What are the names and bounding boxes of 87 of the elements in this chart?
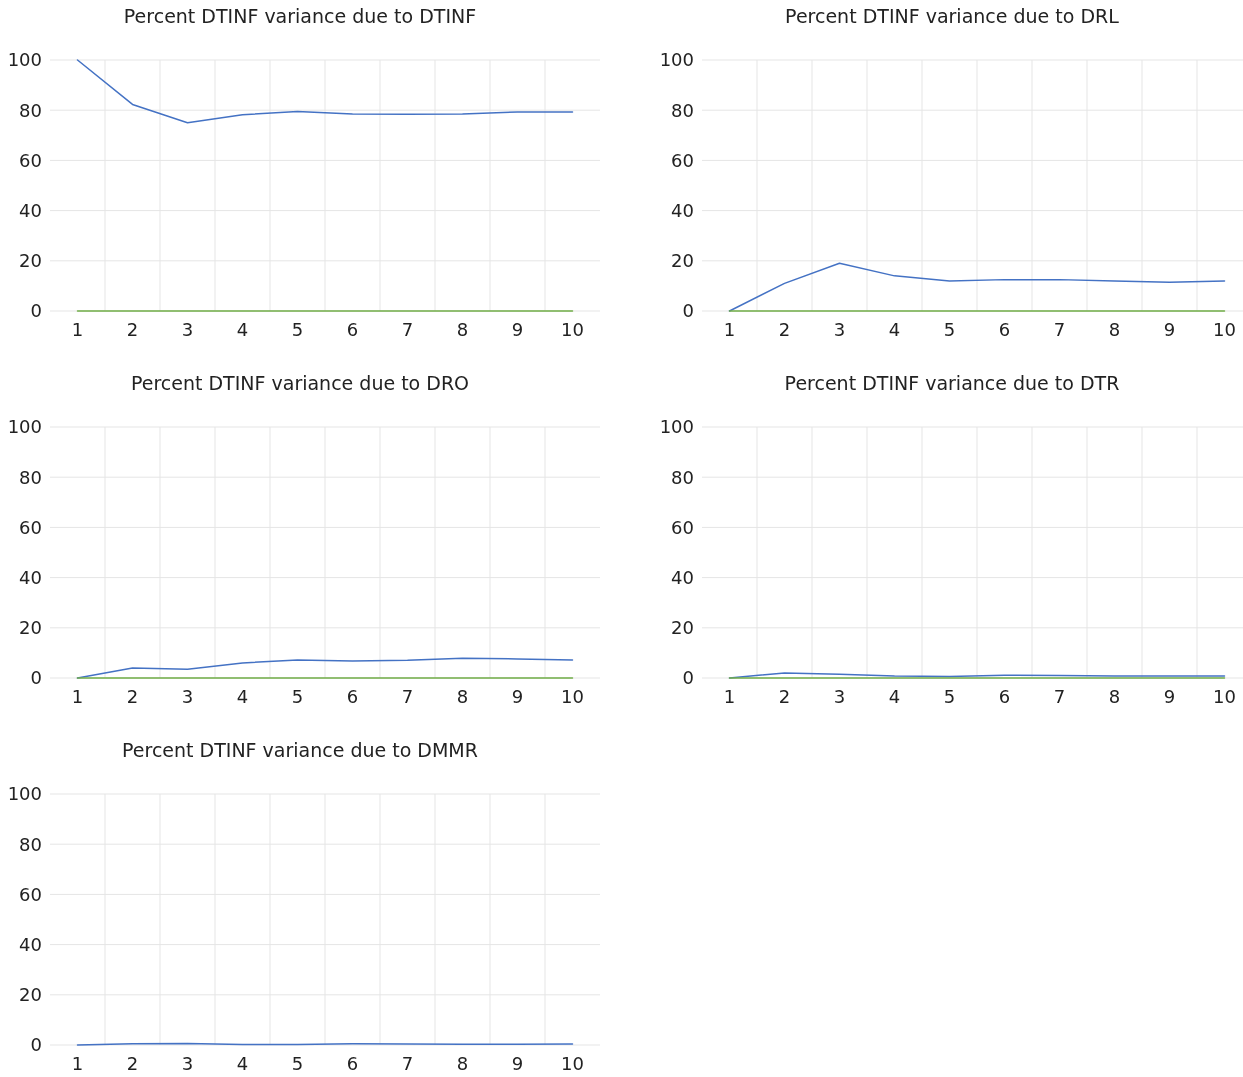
chart-title: Percent DTINF variance due to DMMR xyxy=(122,739,478,761)
x-tick-label: 7 xyxy=(401,319,414,340)
x-tick-label: 9 xyxy=(511,686,524,707)
x-tick-label: 2 xyxy=(126,1053,139,1074)
y-tick-label: 60 xyxy=(19,516,42,538)
chart-title: Percent DTINF variance due to DTINF xyxy=(123,5,477,27)
y-tick-label: 40 xyxy=(19,933,42,955)
x-tick-label: 5 xyxy=(291,1053,304,1074)
x-tick-label: 7 xyxy=(1053,686,1066,707)
x-tick-label: 3 xyxy=(181,686,194,707)
x-tick-label: 6 xyxy=(998,686,1011,707)
x-tick-label: 8 xyxy=(1108,319,1121,340)
x-tick-label: 5 xyxy=(291,686,304,707)
x-tick-label: 10 xyxy=(561,686,584,707)
x-tick-label: 10 xyxy=(561,319,584,340)
y-tick-label: 40 xyxy=(671,199,694,221)
y-tick-label: 0 xyxy=(30,1034,42,1056)
y-tick-label: 100 xyxy=(659,49,694,71)
x-tick-label: 7 xyxy=(1053,319,1066,340)
x-tick-label: 9 xyxy=(511,319,524,340)
x-tick-label: 3 xyxy=(833,686,846,707)
x-tick-label: 9 xyxy=(511,1053,524,1074)
x-tick-label: 2 xyxy=(778,319,791,340)
y-tick-label: 60 xyxy=(19,149,42,171)
x-tick-label: 8 xyxy=(456,319,469,340)
x-tick-label: 1 xyxy=(71,319,84,340)
y-tick-label: 20 xyxy=(19,250,42,272)
y-tick-label: 40 xyxy=(19,199,42,221)
y-tick-label: 100 xyxy=(7,783,42,805)
x-tick-label: 10 xyxy=(1213,686,1236,707)
x-tick-label: 6 xyxy=(346,1053,359,1074)
x-tick-label: 4 xyxy=(236,686,249,707)
x-tick-label: 6 xyxy=(346,319,359,340)
x-tick-label: 7 xyxy=(401,1053,414,1074)
y-tick-label: 60 xyxy=(19,883,42,905)
x-tick-label: 4 xyxy=(888,319,901,340)
y-tick-label: 80 xyxy=(19,99,42,121)
y-tick-label: 40 xyxy=(19,566,42,588)
line-series xyxy=(76,59,574,124)
x-tick-label: 3 xyxy=(833,319,846,340)
x-tick-label: 4 xyxy=(888,686,901,707)
y-tick-label: 60 xyxy=(671,149,694,171)
y-tick-label: 40 xyxy=(671,566,694,588)
y-tick-label: 80 xyxy=(671,466,694,488)
x-tick-label: 2 xyxy=(778,686,791,707)
x-tick-label: 4 xyxy=(236,1053,249,1074)
x-tick-label: 5 xyxy=(943,319,956,340)
y-tick-label: 20 xyxy=(671,250,694,272)
y-tick-label: 80 xyxy=(19,833,42,855)
x-tick-label: 6 xyxy=(998,319,1011,340)
chart-title: Percent DTINF variance due to DRO xyxy=(130,372,470,394)
x-tick-label: 9 xyxy=(1163,686,1176,707)
x-tick-label: 8 xyxy=(456,1053,469,1074)
x-tick-label: 10 xyxy=(561,1053,584,1074)
x-tick-label: 5 xyxy=(291,319,304,340)
x-tick-label: 8 xyxy=(1108,686,1121,707)
x-tick-label: 2 xyxy=(126,686,139,707)
y-tick-label: 60 xyxy=(671,516,694,538)
chart-title: Percent DTINF variance due to DTR xyxy=(784,372,1120,394)
x-tick-label: 3 xyxy=(181,1053,194,1074)
x-tick-label: 4 xyxy=(236,319,249,340)
x-tick-label: 1 xyxy=(723,686,736,707)
y-tick-label: 80 xyxy=(19,466,42,488)
y-tick-label: 100 xyxy=(659,416,694,438)
y-tick-label: 80 xyxy=(671,99,694,121)
x-tick-label: 6 xyxy=(346,686,359,707)
y-tick-label: 0 xyxy=(682,667,694,689)
x-tick-label: 3 xyxy=(181,319,194,340)
y-tick-label: 0 xyxy=(30,300,42,322)
chart-title: Percent DTINF variance due to DRL xyxy=(785,5,1120,27)
x-tick-label: 1 xyxy=(723,319,736,340)
y-tick-label: 100 xyxy=(7,49,42,71)
x-tick-label: 2 xyxy=(126,319,139,340)
x-tick-label: 7 xyxy=(401,686,414,707)
y-tick-label: 100 xyxy=(7,416,42,438)
x-tick-label: 10 xyxy=(1213,319,1236,340)
x-tick-label: 5 xyxy=(943,686,956,707)
y-tick-label: 20 xyxy=(19,984,42,1006)
x-tick-label: 8 xyxy=(456,686,469,707)
x-tick-label: 1 xyxy=(71,1053,84,1074)
y-tick-label: 0 xyxy=(682,300,694,322)
x-tick-label: 9 xyxy=(1163,319,1176,340)
line-series xyxy=(728,262,1226,312)
y-tick-label: 0 xyxy=(30,667,42,689)
y-tick-label: 20 xyxy=(671,617,694,639)
y-tick-label: 20 xyxy=(19,617,42,639)
x-tick-label: 1 xyxy=(71,686,84,707)
